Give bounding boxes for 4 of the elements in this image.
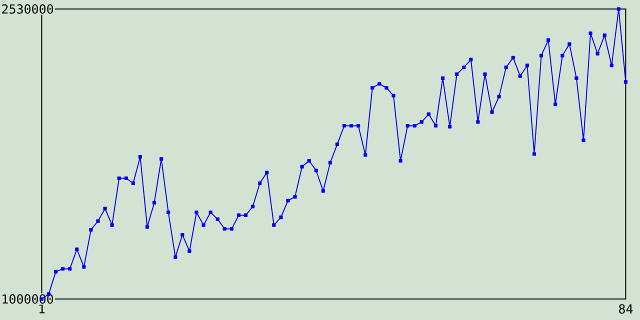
x-tick-label: 1: [39, 304, 45, 314]
x-tick-label: 84: [618, 304, 633, 314]
y-tick-label: 1000000: [2, 294, 54, 304]
y-tick-label: 2530000: [2, 4, 54, 14]
